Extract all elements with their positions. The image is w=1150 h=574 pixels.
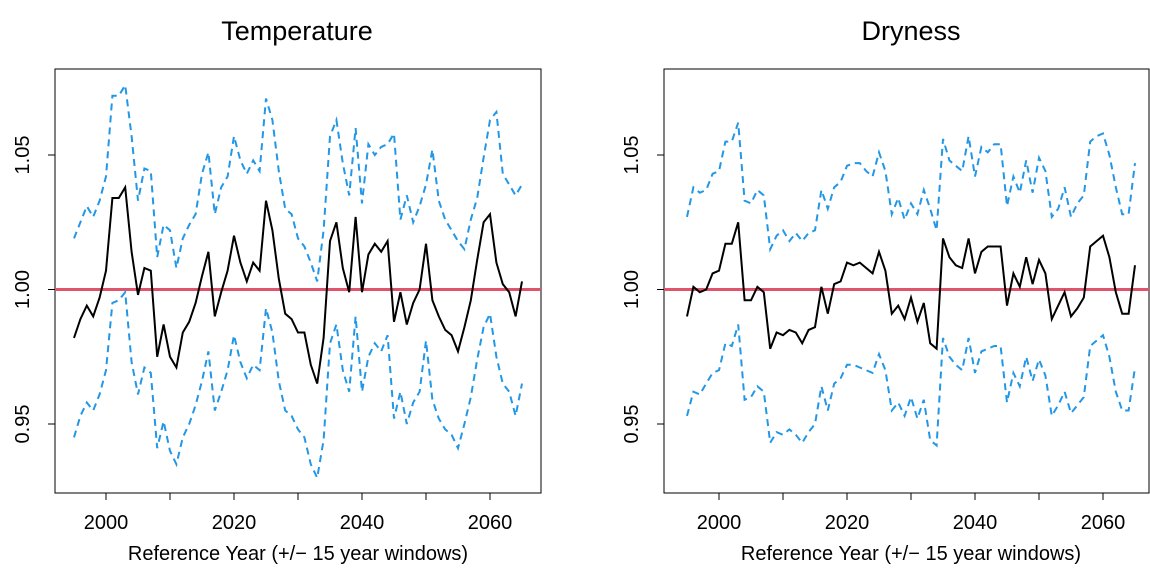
x-tick-label: 2060 [468, 512, 513, 534]
y-axis: 0.95 1.00 1.05 [621, 136, 665, 444]
x-tick-label: 2000 [697, 512, 742, 534]
x-tick-label: 2040 [953, 512, 998, 534]
x-tick-label: 2000 [84, 512, 129, 534]
series-lower-bound-line [686, 324, 1136, 448]
panel-dryness: Dryness 2000 2020 2040 2060 Reference Ye… [621, 16, 1150, 565]
chart-title: Dryness [861, 16, 960, 46]
x-tick-label: 2020 [212, 512, 257, 534]
series-central-line [73, 184, 523, 384]
x-tick-label: 2040 [340, 512, 385, 534]
series-upper-bound-line [73, 82, 523, 282]
x-tick-label: 2060 [1081, 512, 1126, 534]
panel-temperature: Temperature 2000 2020 2040 2060 Referenc… [12, 16, 542, 565]
y-tick-label: 0.95 [621, 405, 643, 444]
y-tick-label: 1.05 [12, 136, 34, 175]
x-tick-label: 2020 [825, 512, 870, 534]
y-tick-label: 1.05 [621, 136, 643, 175]
y-axis: 0.95 1.00 1.05 [12, 136, 56, 444]
x-axis-label: Reference Year (+/− 15 year windows) [128, 543, 468, 565]
series-upper-bound-line [686, 122, 1136, 253]
y-tick-label: 1.00 [12, 270, 34, 309]
series-central-line [686, 222, 1136, 351]
series-lower-bound-line [73, 289, 523, 482]
x-axis: 2000 2020 2040 2060 Reference Year (+/− … [84, 492, 513, 565]
x-axis: 2000 2020 2040 2060 Reference Year (+/− … [697, 492, 1126, 565]
y-tick-label: 0.95 [12, 405, 34, 444]
chart-title: Temperature [221, 16, 373, 46]
y-tick-label: 1.00 [621, 270, 643, 309]
x-axis-label: Reference Year (+/− 15 year windows) [741, 543, 1081, 565]
